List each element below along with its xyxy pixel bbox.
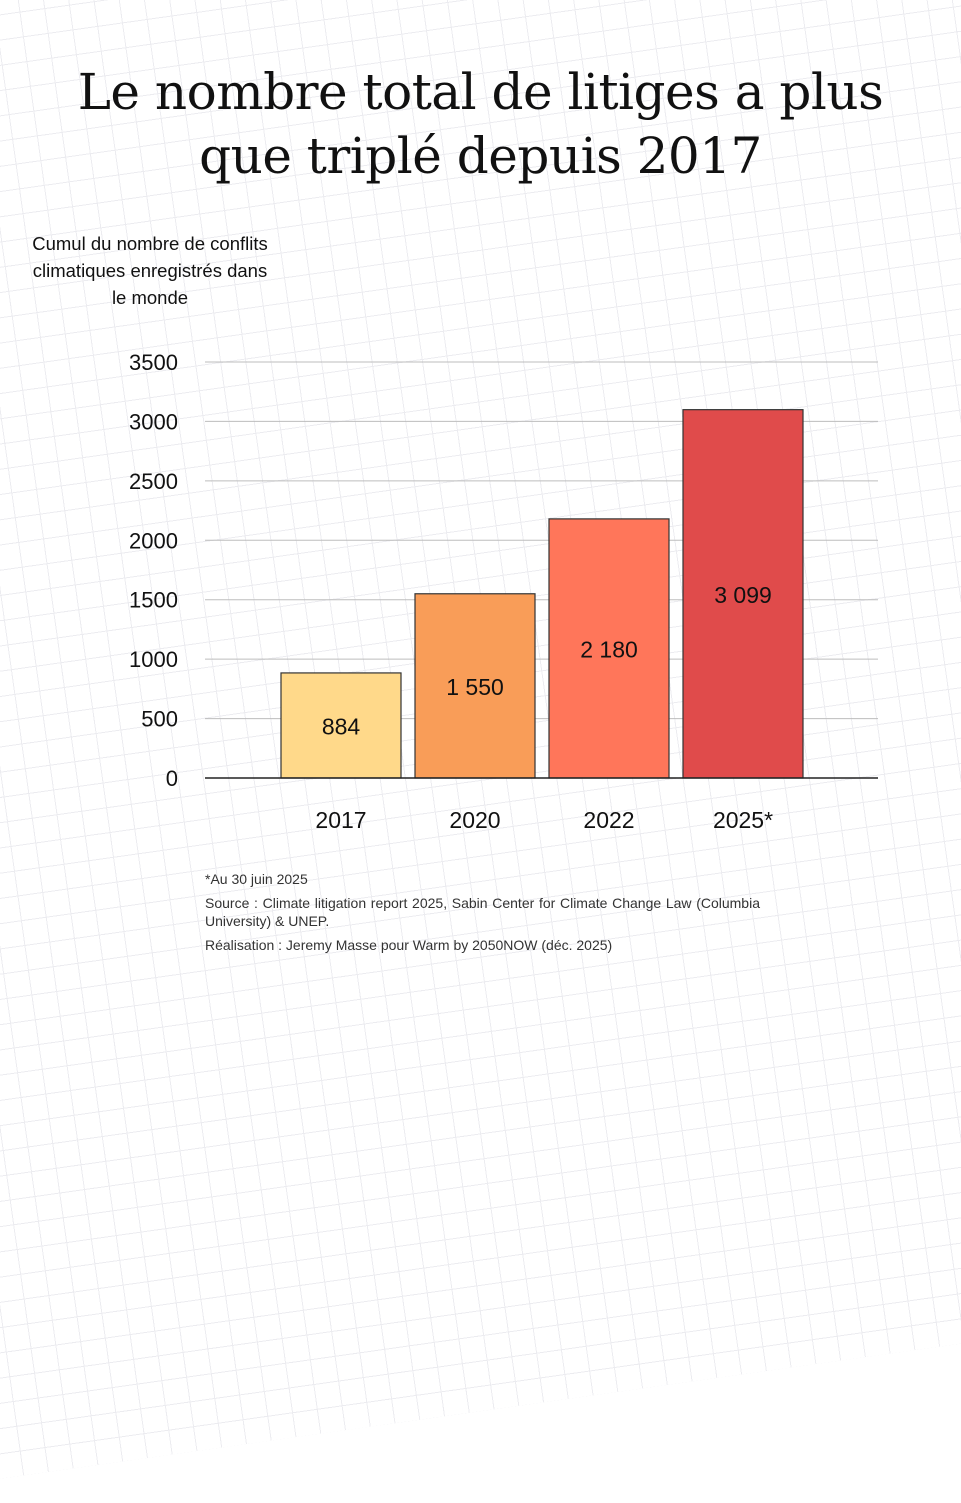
title-line-1: Le nombre total de litiges a plus — [77, 63, 884, 121]
title-line-2: que triplé depuis 2017 — [199, 127, 762, 185]
data-label: 3 099 — [714, 582, 772, 608]
data-label: 1 550 — [446, 674, 504, 700]
chart-notes: *Au 30 juin 2025 Source : Climate litiga… — [205, 870, 760, 960]
chart-title: Le nombre total de litiges a plus que tr… — [0, 60, 961, 188]
y-tick-label: 500 — [141, 707, 178, 732]
data-label: 884 — [322, 713, 361, 739]
y-tick-label: 3000 — [129, 409, 178, 434]
bar-chart: 0 500 1000 1500 2000 2500 3000 3500 884 2017 1 550… — [129, 350, 878, 833]
bar-2025* — [682, 409, 804, 779]
footnote: *Au 30 juin 2025 — [205, 871, 308, 887]
data-label: 2 180 — [580, 636, 638, 662]
bar-2020 — [414, 593, 536, 779]
y-tick-label: 2500 — [129, 469, 178, 494]
source-note: Source : Climate litigation report 2025,… — [205, 895, 760, 929]
x-tick-label: 2022 — [583, 807, 634, 833]
y-axis-label: Cumul du nombre de conflits climatiques … — [32, 233, 268, 308]
y-tick-label: 0 — [166, 766, 178, 791]
x-tick-label: 2020 — [449, 807, 500, 833]
y-tick-label: 1500 — [129, 588, 178, 613]
bar-2022 — [548, 518, 670, 779]
x-tick-label: 2025* — [713, 807, 773, 833]
y-tick-label: 2000 — [129, 528, 178, 553]
y-tick-label: 3500 — [129, 350, 178, 375]
x-tick-label: 2017 — [315, 807, 366, 833]
credit-note: Réalisation : Jeremy Masse pour Warm by … — [205, 937, 613, 953]
y-tick-label: 1000 — [129, 647, 178, 672]
